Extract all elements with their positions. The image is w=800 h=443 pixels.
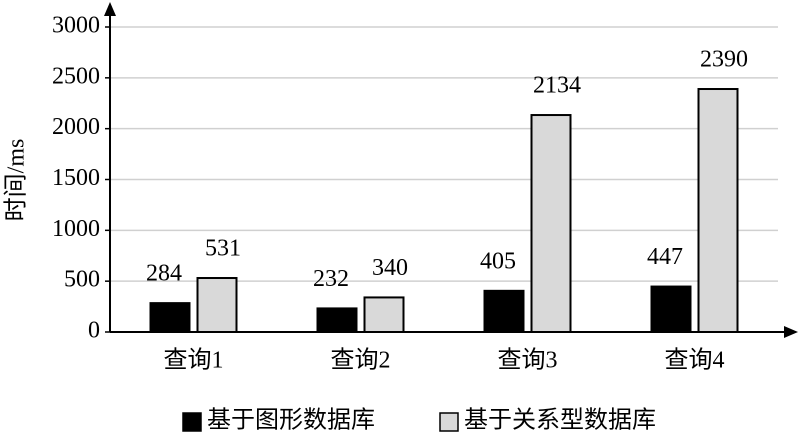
bar — [530, 114, 572, 333]
y-tick-label: 1500 — [52, 165, 100, 191]
bar — [363, 296, 405, 333]
data-label: 405 — [480, 248, 516, 274]
y-tick-label: 500 — [64, 267, 100, 293]
bar — [196, 277, 238, 334]
bar — [650, 285, 692, 333]
data-label: 340 — [372, 255, 408, 281]
y-axis-label: 时间/ms — [3, 139, 30, 222]
data-label: 447 — [647, 244, 683, 270]
data-label: 2134 — [533, 73, 581, 99]
y-tick-label: 2000 — [52, 114, 100, 140]
x-tick-label: 查询3 — [498, 347, 558, 374]
x-tick-label: 查询1 — [164, 347, 224, 374]
x-axis-arrow — [784, 326, 798, 338]
y-tick-label: 1000 — [52, 216, 100, 242]
data-label: 2390 — [700, 47, 748, 73]
bar — [316, 307, 358, 333]
y-tick-label: 0 — [88, 318, 100, 344]
data-label: 284 — [146, 261, 182, 287]
bar — [697, 88, 739, 334]
y-tick-label: 2500 — [52, 63, 100, 89]
bar — [149, 302, 191, 334]
legend-swatch — [439, 412, 459, 432]
data-label: 232 — [313, 266, 349, 292]
y-axis-arrow — [104, 2, 116, 16]
y-tick-label: 3000 — [52, 13, 100, 39]
data-label: 531 — [205, 236, 241, 262]
x-tick-label: 查询4 — [665, 347, 725, 374]
bar — [483, 289, 525, 334]
x-tick-label: 查询2 — [331, 347, 391, 374]
legend-label: 基于关系型数据库 — [464, 407, 656, 434]
legend-label: 基于图形数据库 — [207, 407, 375, 434]
legend-swatch — [182, 412, 202, 432]
